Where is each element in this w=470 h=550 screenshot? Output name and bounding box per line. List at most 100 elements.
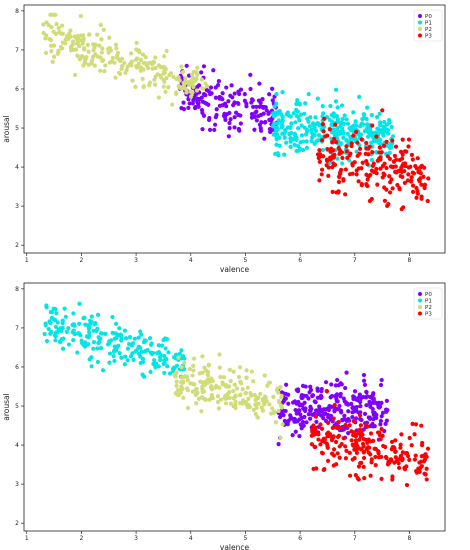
legend-label-p3: P3 xyxy=(425,34,432,40)
point-p3 xyxy=(384,139,389,145)
point-p3 xyxy=(421,174,426,179)
point-p1 xyxy=(342,113,347,118)
point-p0 xyxy=(342,413,347,418)
point-p3 xyxy=(370,163,376,168)
point-p3 xyxy=(327,127,333,132)
point-p0 xyxy=(227,120,232,126)
point-p0 xyxy=(354,416,359,421)
point-p2 xyxy=(262,373,267,378)
point-p3 xyxy=(417,179,422,184)
point-p1 xyxy=(334,132,340,137)
point-p1 xyxy=(88,318,93,323)
point-p2 xyxy=(182,84,187,89)
point-p0 xyxy=(197,96,202,102)
point-p3 xyxy=(332,152,337,157)
point-p1 xyxy=(321,111,326,116)
point-p3 xyxy=(324,388,329,394)
point-p0 xyxy=(237,128,242,133)
point-p3 xyxy=(425,446,431,451)
point-p2 xyxy=(244,368,249,373)
point-p2 xyxy=(233,399,238,404)
point-p3 xyxy=(390,186,395,191)
y-tick-label: 4 xyxy=(15,164,19,171)
point-p2 xyxy=(233,402,238,408)
point-p3 xyxy=(419,423,424,428)
point-p2 xyxy=(49,49,54,54)
point-p3 xyxy=(364,183,369,188)
point-p3 xyxy=(377,150,382,155)
point-p2 xyxy=(204,84,210,89)
point-p1 xyxy=(305,116,310,121)
point-p0 xyxy=(252,127,257,132)
point-p1 xyxy=(298,140,303,145)
point-p0 xyxy=(310,393,315,399)
point-p1 xyxy=(117,351,122,356)
point-p2 xyxy=(49,43,54,48)
point-p3 xyxy=(413,422,419,427)
point-p0 xyxy=(263,119,268,125)
y-axis-label: arousal xyxy=(2,393,11,420)
point-p2 xyxy=(203,397,208,403)
point-p2 xyxy=(134,64,139,69)
point-p0 xyxy=(354,405,359,410)
point-p2 xyxy=(196,396,202,401)
point-p0 xyxy=(290,433,295,438)
point-p3 xyxy=(329,451,335,456)
point-p0 xyxy=(281,413,286,418)
point-p2 xyxy=(221,375,227,380)
point-p0 xyxy=(362,382,368,387)
point-p2 xyxy=(171,74,176,79)
point-p0 xyxy=(303,408,308,414)
y-tick-label: 8 xyxy=(15,286,19,293)
point-p2 xyxy=(192,356,197,361)
point-p0 xyxy=(350,405,355,410)
point-p1 xyxy=(379,128,385,133)
point-p1 xyxy=(385,128,391,133)
y-tick-label: 7 xyxy=(15,325,19,332)
point-p3 xyxy=(358,423,363,428)
point-p3 xyxy=(319,172,324,177)
point-p1 xyxy=(335,105,340,110)
plot-frame xyxy=(23,4,446,254)
legend-box xyxy=(413,9,443,42)
point-p3 xyxy=(341,178,346,183)
point-p0 xyxy=(304,420,309,425)
point-p1 xyxy=(89,364,94,369)
point-p2 xyxy=(49,25,54,30)
point-p0 xyxy=(383,421,388,426)
point-p3 xyxy=(393,438,398,443)
legend-marker-p0 xyxy=(418,292,422,296)
point-p2 xyxy=(249,369,254,374)
point-p0 xyxy=(346,409,351,414)
point-p1 xyxy=(367,132,372,137)
point-p3 xyxy=(369,460,374,465)
point-p2 xyxy=(199,77,204,82)
point-p2 xyxy=(144,61,149,66)
point-p1 xyxy=(299,133,305,138)
point-p2 xyxy=(41,30,46,36)
point-p3 xyxy=(426,176,431,181)
point-p3 xyxy=(335,434,341,440)
point-p0 xyxy=(279,390,285,395)
point-p2 xyxy=(191,368,196,373)
x-tick-label: 2 xyxy=(79,535,83,542)
point-p1 xyxy=(304,145,309,150)
point-p3 xyxy=(330,425,335,431)
point-p0 xyxy=(254,118,259,123)
point-p3 xyxy=(367,198,373,204)
point-p2 xyxy=(200,86,205,91)
point-p1 xyxy=(130,341,136,346)
point-p3 xyxy=(409,443,414,448)
point-p0 xyxy=(292,419,297,424)
point-p1 xyxy=(374,115,380,120)
point-p2 xyxy=(95,54,100,59)
point-p3 xyxy=(318,422,323,427)
x-tick-label: 6 xyxy=(298,257,302,264)
point-p0 xyxy=(200,99,205,104)
point-p1 xyxy=(53,317,58,323)
point-p3 xyxy=(409,175,414,180)
point-p1 xyxy=(302,125,307,130)
point-p1 xyxy=(162,353,167,359)
point-p2 xyxy=(108,48,113,53)
point-p2 xyxy=(237,393,243,398)
